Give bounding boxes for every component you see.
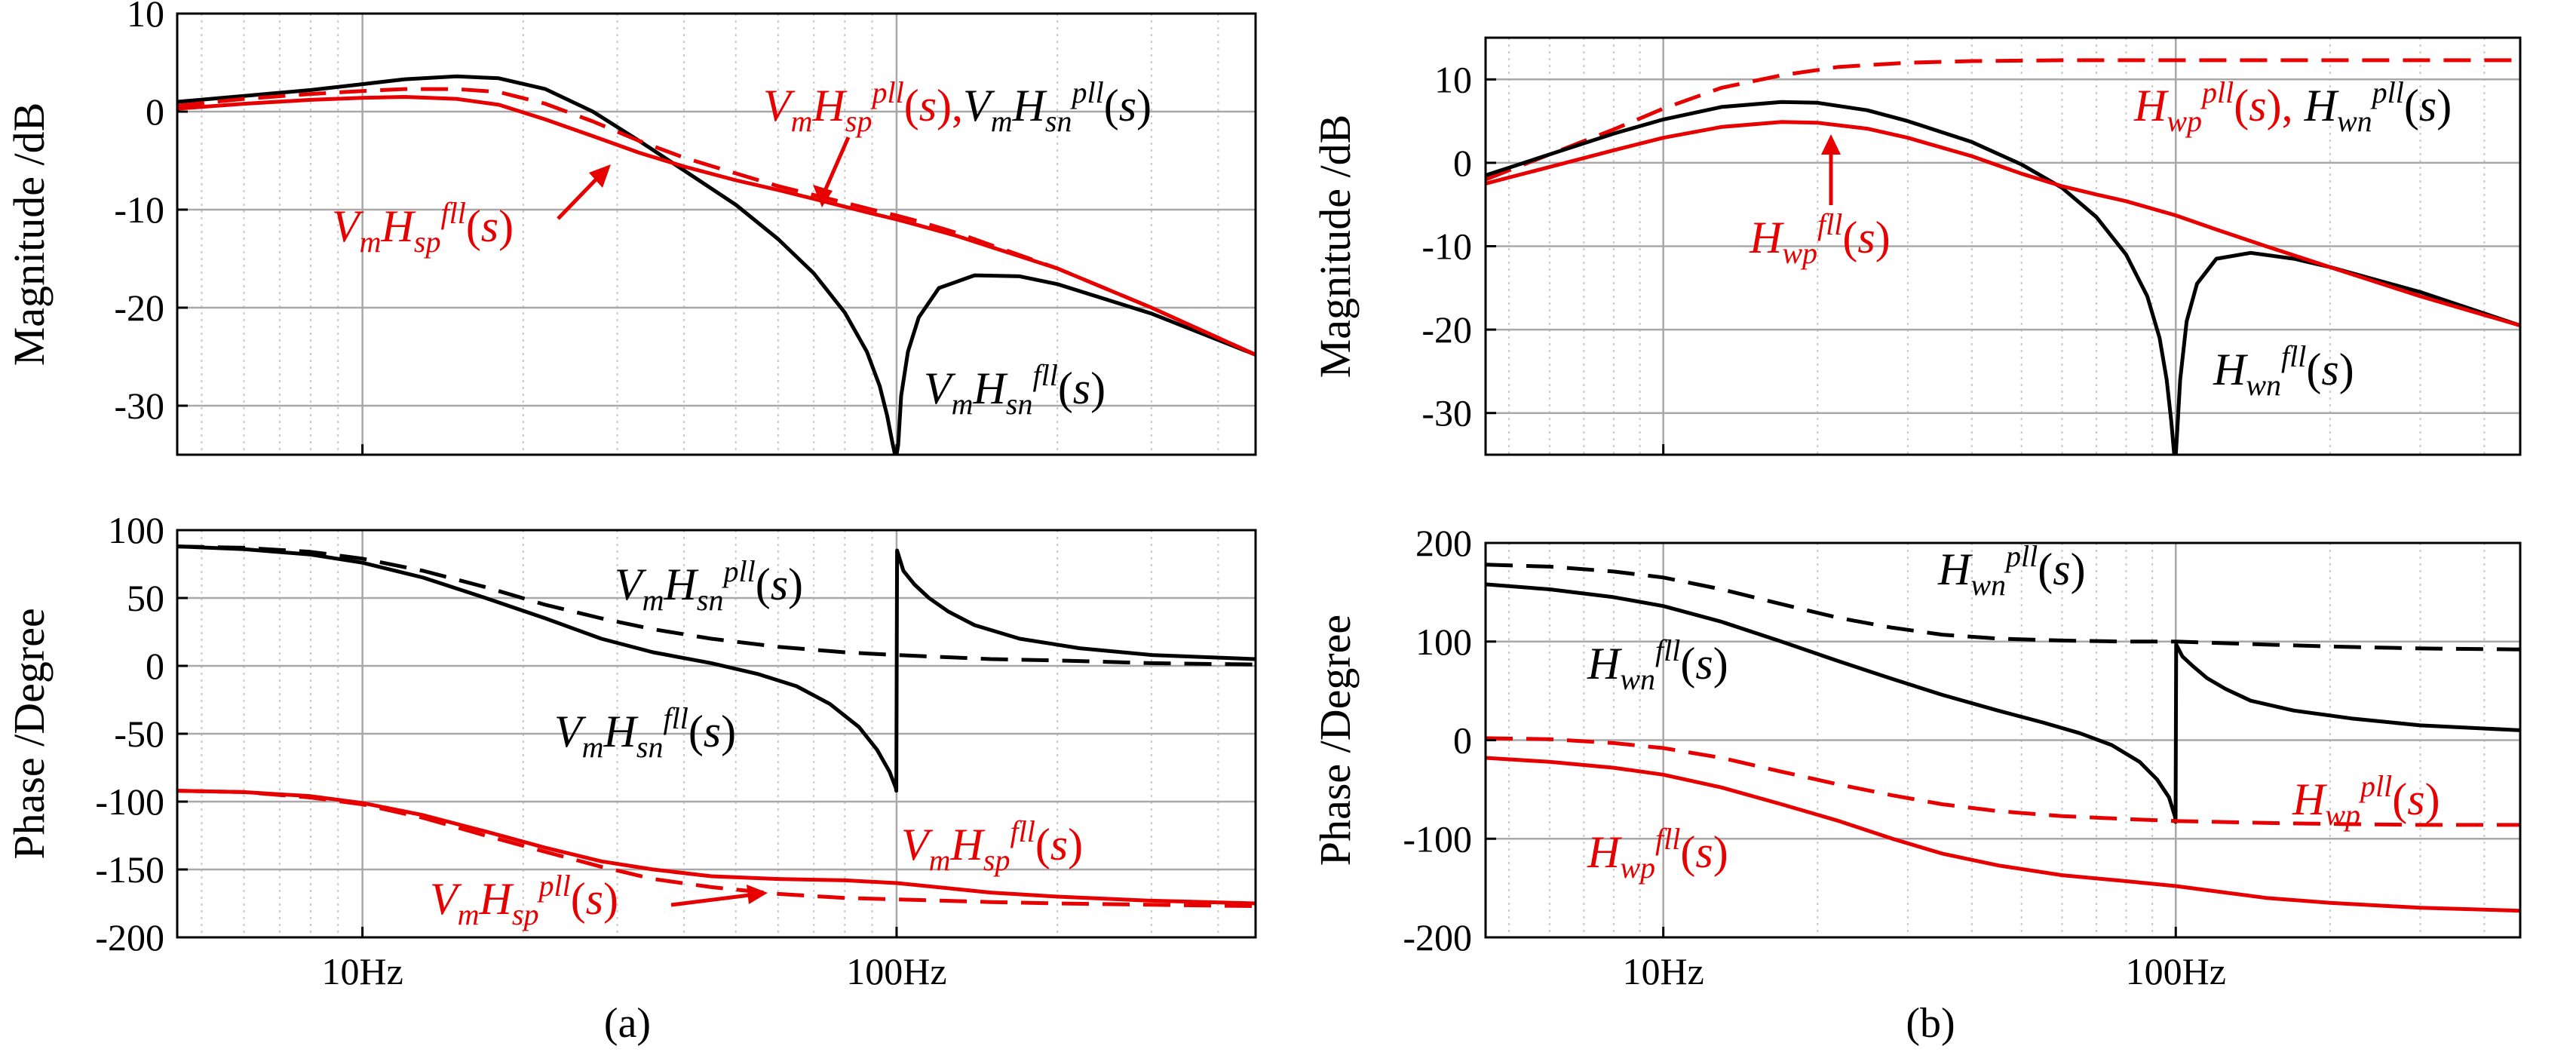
- a-mag-ytick-label: 10: [127, 0, 164, 35]
- annotation-hwp-fll-mag: Hwpfll(s): [1749, 207, 1891, 270]
- b-phase-series-hwn-pll: [1486, 563, 2520, 652]
- a-mag-ytick-label: -20: [114, 287, 164, 329]
- annotation-hwn-pll-phase: Hwnpll(s): [1937, 539, 2086, 602]
- arrow-a-mag-2: [557, 164, 611, 220]
- a-mag-ytick-label: -10: [114, 189, 164, 231]
- a-mag-axes-frame: [176, 12, 1257, 456]
- a-mag-series-vmhsp-fll: [177, 95, 1256, 357]
- a-mag-series-vmhsp-pll: [177, 87, 1256, 357]
- arrow-a-mag-1: [813, 136, 851, 207]
- b-phase-ytick-label: -200: [1403, 916, 1472, 958]
- panel-b-phase: 200 100 0 -100 -200 10Hz 100Hz Phase /Degree Hw…: [1311, 522, 2522, 992]
- a-phase-series-vmhsp-pll: [177, 789, 1256, 909]
- b-mag-ytick-label: 10: [1434, 58, 1472, 100]
- b-mag-ytick-label: -20: [1421, 308, 1472, 351]
- b-phase-xtick-label: 100Hz: [2126, 950, 2226, 992]
- a-phase-series-vmhsn-pll: [177, 544, 1256, 667]
- a-mag-series-vmhsn-fll: [177, 74, 1256, 455]
- a-mag-background: [177, 14, 1256, 455]
- a-phase-ytick-label: 50: [127, 577, 164, 619]
- b-mag-ytick-label: 0: [1453, 142, 1472, 184]
- a-mag-series-group: [177, 74, 1256, 455]
- b-phase-ylabel: Phase /Degree: [1311, 615, 1360, 866]
- a-phase-ytick-label: -200: [95, 916, 164, 958]
- annotation-hwp-pll-hwn-pll: Hwppll(s), Hwnpll(s): [2133, 75, 2452, 138]
- a-phase-xtick-label: 10Hz: [321, 950, 403, 992]
- panel-label-b: (b): [1906, 1000, 1955, 1047]
- b-mag-plot-area: 10 0 -10 -20 -30 Magnitude /dB: [1311, 36, 2522, 456]
- panel-b-magnitude: 10 0 -10 -20 -30 Magnitude /dB Hwppll(s), Hwn…: [1311, 36, 2522, 456]
- a-phase-xtick-label: 100Hz: [846, 950, 946, 992]
- b-mag-series-hwp-fll: [1486, 120, 2520, 327]
- annotation-vmhsp-pll-vmhsn-pll: VmHsppll(s),VmHsnpll(s): [763, 75, 1152, 138]
- b-phase-ytick-label: -100: [1403, 817, 1472, 860]
- annotation-vmhsn-fll-phase: VmHsnfll(s): [554, 701, 736, 764]
- annotation-vmhsn-pll-phase: VmHsnpll(s): [615, 554, 803, 617]
- b-phase-series-hwp-fll: [1486, 756, 2520, 913]
- a-phase-series-vmhsn-fll: [177, 544, 1256, 793]
- b-phase-xtick-label: 10Hz: [1623, 950, 1704, 992]
- a-phase-ytick-label: 0: [146, 645, 164, 687]
- a-mag-plot-area: 10 0 -10 -20 -30 Magnitude /dB: [5, 0, 1257, 456]
- b-phase-ytick-label: 100: [1415, 621, 1472, 663]
- panel-a-phase: 100 50 0 -50 -100 -150 -200 10Hz 100Hz Phase /Deg…: [5, 509, 1257, 992]
- b-mag-annotations: Hwppll(s), Hwnpll(s) Hwpfll(s) Hwnfll(s): [1749, 75, 2452, 402]
- b-mag-ylabel: Magnitude /dB: [1311, 115, 1360, 379]
- b-mag-series-hwn-fll: [1486, 100, 2520, 455]
- annotation-hwn-fll-mag: Hwnfll(s): [2213, 339, 2354, 402]
- a-mag-ylabel: Magnitude /dB: [5, 103, 54, 366]
- b-phase-ytick-label: 0: [1453, 719, 1472, 762]
- b-phase-ytick-label: 200: [1415, 522, 1472, 564]
- a-phase-annotations: VmHsnpll(s) VmHsnfll(s) VmHspfll(s) VmHs…: [430, 554, 1083, 931]
- b-mag-ytick-label: -30: [1421, 392, 1472, 434]
- annotation-hwn-fll-phase: Hwnfll(s): [1587, 633, 1728, 696]
- a-mag-annotations: VmHsppll(s),VmHsnpll(s) VmHspfll(s) VmHs…: [332, 75, 1152, 421]
- annotation-vmhsp-pll-phase: VmHsppll(s): [430, 869, 618, 931]
- b-phase-annotations: Hwnpll(s) Hwnfll(s) Hwppll(s) Hwpfll(s): [1587, 539, 2440, 885]
- annotation-vmhsp-fll-phase: VmHspfll(s): [901, 814, 1083, 877]
- b-phase-plot-area: 200 100 0 -100 -200 10Hz 100Hz Phase /Degree: [1311, 522, 2522, 992]
- arrow-b-mag: [1821, 134, 1841, 205]
- b-phase-series-hwn-fll: [1486, 582, 2520, 824]
- a-phase-series-group: [177, 544, 1256, 909]
- annotation-vmhsn-fll-mag: VmHsnfll(s): [924, 358, 1106, 421]
- a-phase-ytick-label: -100: [95, 780, 164, 823]
- annotation-hwp-fll-phase: Hwpfll(s): [1587, 822, 1728, 885]
- b-mag-series-hwp-pll: [1486, 58, 2520, 182]
- b-phase-series-hwp-pll: [1486, 736, 2520, 827]
- panel-label-a: (a): [604, 1000, 651, 1047]
- annotation-hwp-pll-phase: Hwppll(s): [2292, 769, 2440, 832]
- a-phase-ytick-label: -50: [114, 713, 164, 755]
- a-phase-ytick-label: -150: [95, 848, 164, 891]
- panel-a-magnitude: 10 0 -10 -20 -30 Magnitude /dB VmHsppll(s),Vm…: [5, 0, 1257, 456]
- b-mag-ytick-label: -10: [1421, 225, 1472, 268]
- arrow-a-phase: [670, 885, 768, 907]
- a-mag-ytick-label: 0: [146, 90, 164, 133]
- annotation-vmhsp-fll: VmHspfll(s): [332, 196, 514, 259]
- a-phase-ylabel: Phase /Degree: [5, 608, 54, 859]
- b-mag-series-group: [1486, 58, 2520, 455]
- b-phase-series-group: [1486, 563, 2520, 913]
- a-phase-plot-area: 100 50 0 -50 -100 -150 -200 10Hz 100Hz Phase /Deg…: [5, 509, 1257, 992]
- a-mag-ytick-label: -30: [114, 385, 164, 427]
- a-phase-ytick-label: 100: [108, 509, 164, 551]
